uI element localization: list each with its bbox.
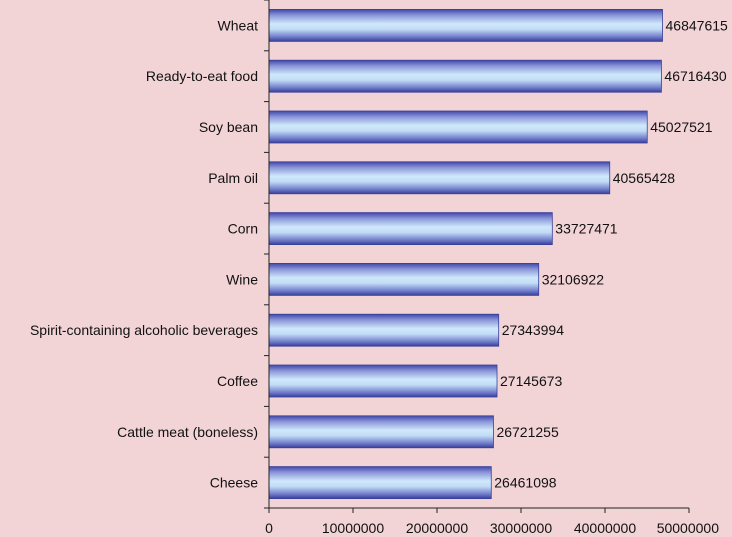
value-label-4: 33727471 xyxy=(555,221,618,237)
bar-1 xyxy=(268,59,662,93)
bar-3 xyxy=(268,161,611,195)
bar-4 xyxy=(268,212,553,246)
category-label-2: Soy bean xyxy=(199,119,258,135)
category-label-4: Corn xyxy=(228,221,258,237)
category-label-9: Cheese xyxy=(210,475,258,491)
x-tick-label-1: 10000000 xyxy=(322,520,385,536)
value-labels: 46847615 46716430 45027521 40565428 33727471… xyxy=(494,17,728,490)
category-label-3: Palm oil xyxy=(208,170,258,186)
x-tick-label-4: 40000000 xyxy=(574,520,637,536)
x-tick-label-0: 0 xyxy=(265,520,273,536)
x-tick-label-3: 30000000 xyxy=(490,520,553,536)
value-label-3: 40565428 xyxy=(613,170,676,186)
value-label-9: 26461098 xyxy=(494,475,557,491)
value-label-0: 46847615 xyxy=(666,17,729,33)
x-tick-label-5: 50000000 xyxy=(657,520,720,536)
bar-9 xyxy=(268,466,492,500)
category-label-6: Spirit-containing alcoholic beverages xyxy=(30,322,258,338)
value-label-2: 45027521 xyxy=(650,119,713,135)
value-label-5: 32106922 xyxy=(542,271,605,287)
x-tick-label-2: 20000000 xyxy=(406,520,469,536)
bar-7 xyxy=(268,364,498,398)
bar-8 xyxy=(268,415,494,449)
value-label-1: 46716430 xyxy=(664,68,727,84)
value-label-8: 26721255 xyxy=(496,424,559,440)
category-labels: Wheat Ready-to-eat food Soy bean Palm oil Co… xyxy=(30,17,258,490)
bars-layer xyxy=(268,8,663,500)
bar-6 xyxy=(268,313,500,347)
category-label-7: Coffee xyxy=(217,373,258,389)
category-label-5: Wine xyxy=(226,271,258,287)
category-label-1: Ready-to-eat food xyxy=(146,68,258,84)
value-label-7: 27145673 xyxy=(500,373,563,389)
value-label-6: 27343994 xyxy=(502,322,565,338)
bar-5 xyxy=(268,262,540,296)
x-axis-ticks: 0 10000000 20000000 30000000 40000000 5000000… xyxy=(264,0,719,536)
category-label-8: Cattle meat (boneless) xyxy=(117,424,258,440)
bar-2 xyxy=(268,110,648,144)
category-label-0: Wheat xyxy=(218,17,259,33)
bar-0 xyxy=(268,8,663,42)
